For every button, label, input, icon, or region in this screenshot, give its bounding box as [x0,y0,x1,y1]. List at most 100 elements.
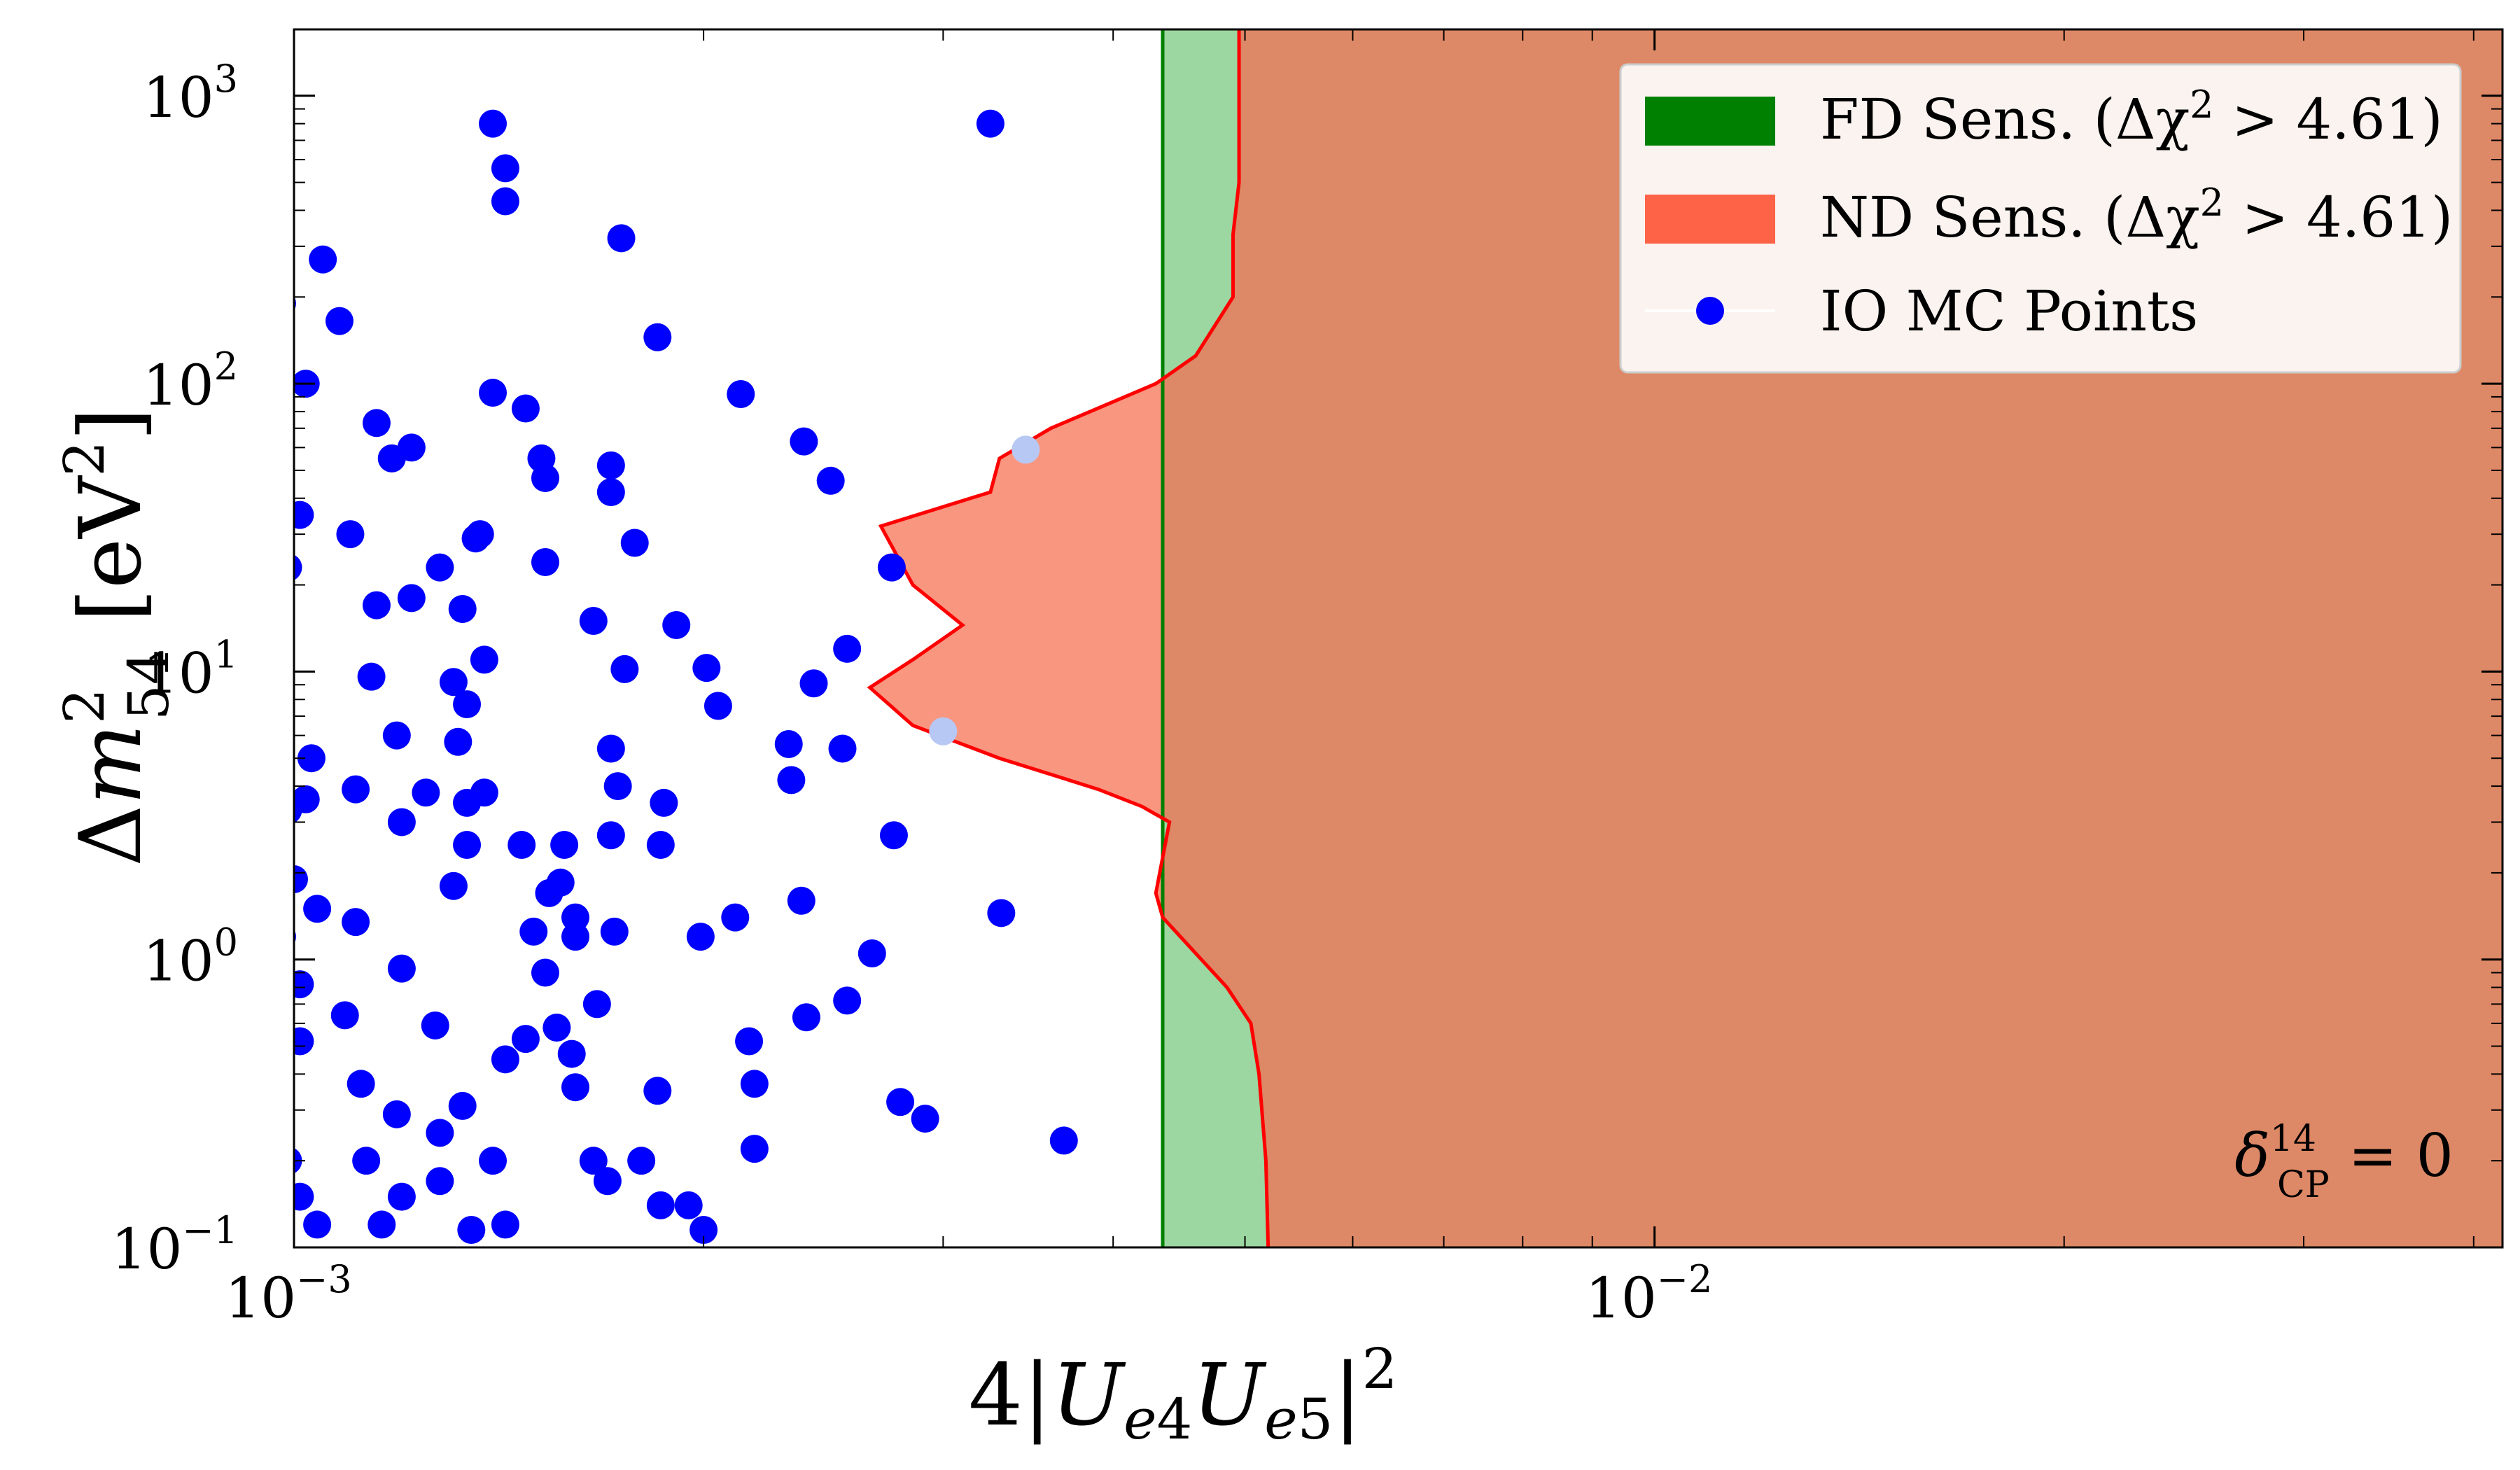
legend-fd-label: FD Sens. (Δχ2 > 4.61) [1820,83,2443,152]
io-mc-point [470,778,498,807]
io-mc-point [833,986,862,1015]
io-mc-point [448,1091,477,1120]
io-mc-point [330,1001,359,1030]
io-mc-point [342,775,370,804]
io-mc-point [833,634,862,663]
io-mc-point [690,1216,718,1245]
io-mc-point [531,463,559,492]
x-axis-label: 4|Ue4Ue5|2 [969,1336,1398,1452]
io-mc-point [297,744,326,773]
io-mc-point [643,323,672,351]
io-mc-point [491,187,519,216]
io-mc-point [816,466,845,495]
io-mc-point [294,970,314,999]
io-mc-point [453,690,482,719]
io-mc-point [799,669,828,698]
io-mc-point [686,923,715,951]
y-tick-label: 101 [143,632,238,706]
io-mc-point [610,654,639,683]
io-mc-point [596,451,625,479]
io-mc-point [627,1147,656,1175]
io-mc-point [603,772,632,801]
legend-io-marker [1696,297,1724,325]
io-mc-point [294,1027,314,1056]
io-mc-point [531,548,559,577]
io-mc-point [579,1147,608,1175]
io-mc-point [550,831,579,860]
io-mc-point [444,727,472,756]
io-mc-point [294,500,314,529]
io-mc-point [877,553,906,582]
io-mc-point [387,1182,416,1211]
io-mc-point [740,1135,769,1163]
io-mc-point [479,379,507,407]
io-mc-point [646,831,675,860]
axes-frame [293,28,2504,1249]
io-mc-point [879,821,908,850]
io-mc-point [987,899,1016,927]
io-mc-point [643,1077,672,1105]
io-mc-point [511,394,540,423]
io-mc-point [397,584,426,612]
io-mc-point [596,821,625,850]
io-mc-point [426,1119,454,1147]
legend-box [1619,63,2462,374]
io-mc-point [303,895,332,923]
io-mc-point [491,1045,519,1074]
io-mc-point [479,109,507,138]
io-mc-point [325,307,354,335]
io-mc-point [362,409,391,438]
io-mc-point [352,1147,381,1175]
io-mc-point [674,1191,703,1219]
io-mc-point [607,224,636,253]
io-mc-point [828,734,857,763]
io-mc-point [382,721,411,750]
delta-cp-annotation: δ14 CP = 0 [2234,1118,2454,1206]
io-mc-point [646,1191,675,1219]
io-mc-point [294,1182,314,1211]
io-mc-point [792,1003,820,1032]
io-mc-point [439,668,468,696]
io-mc-point [294,554,302,580]
io-mc-points [294,109,1078,1245]
legend-io-label: IO MC Points [1820,279,2198,344]
io-mc-point-faded [929,717,958,746]
io-mc-point [620,528,649,557]
io-mc-point [858,939,886,967]
io-mc-point [561,923,589,951]
io-mc-point [479,1147,507,1175]
io-mc-point [453,831,482,860]
io-mc-point [507,831,536,860]
y-tick-label: 100 [143,920,238,994]
io-mc-point [542,1013,571,1042]
io-mc-point [777,766,806,794]
io-mc-point [368,1210,396,1239]
io-mc-point [579,606,608,635]
io-mc-point [357,662,386,691]
axis-ticks: 10−3 10−2 10−1 100 101 102 103 [111,29,2502,1331]
io-mc-point [546,868,575,897]
io-mc-point [557,1040,586,1068]
io-mc-point [727,379,755,408]
io-mc-point [976,109,1004,138]
io-mc-point [692,654,721,682]
io-mc-point [911,1105,939,1133]
io-mc-point [426,1167,454,1196]
io-mc-point [362,591,391,620]
io-mc-point [774,729,803,758]
legend-nd-patch [1645,195,1775,244]
x-tick-label: 10−3 [225,1257,351,1331]
legend: FD Sens. (Δχ2 > 4.61) ND Sens. (Δχ2 > 4.… [1619,63,2462,374]
io-mc-point [531,958,559,987]
io-mc-point [439,872,468,900]
io-mc-point [294,785,320,813]
io-mc-point [412,778,440,807]
io-mc-point [309,245,337,274]
io-mc-point [342,908,370,937]
io-mc-point [582,990,611,1018]
io-mc-point [662,611,691,640]
y-tick-label: 10−1 [111,1208,238,1282]
io-mc-point [519,917,548,946]
io-mc-point [387,954,416,983]
